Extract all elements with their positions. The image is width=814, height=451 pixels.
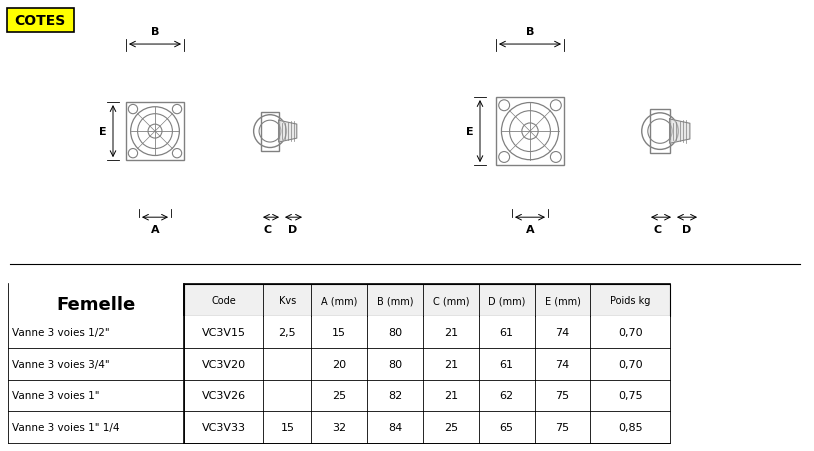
- Text: C (mm): C (mm): [432, 295, 469, 305]
- Text: 74: 74: [555, 359, 570, 369]
- Text: 21: 21: [444, 391, 458, 400]
- Text: E: E: [99, 127, 107, 137]
- Text: B (mm): B (mm): [377, 295, 414, 305]
- Text: VC3V20: VC3V20: [201, 359, 246, 369]
- Text: 32: 32: [332, 422, 346, 432]
- Text: 65: 65: [500, 422, 514, 432]
- Text: Vanne 3 voies 1" 1/4: Vanne 3 voies 1" 1/4: [12, 422, 120, 432]
- Text: 62: 62: [500, 391, 514, 400]
- Text: 61: 61: [500, 327, 514, 337]
- Text: 74: 74: [555, 327, 570, 337]
- Text: COTES: COTES: [15, 14, 66, 28]
- Text: 15: 15: [280, 422, 295, 432]
- Text: Poids kg: Poids kg: [610, 295, 650, 305]
- Text: A: A: [526, 225, 534, 235]
- Text: 20: 20: [332, 359, 346, 369]
- Text: 61: 61: [500, 359, 514, 369]
- Text: 80: 80: [388, 327, 402, 337]
- Text: 25: 25: [444, 422, 458, 432]
- Text: Vanne 3 voies 1/2": Vanne 3 voies 1/2": [12, 327, 110, 337]
- Bar: [8, 411, 670, 443]
- Bar: [8, 380, 670, 411]
- Text: Vanne 3 voies 3/4": Vanne 3 voies 3/4": [12, 359, 110, 369]
- Bar: [8, 348, 670, 380]
- Text: C: C: [264, 225, 272, 235]
- Polygon shape: [278, 121, 297, 143]
- Bar: [184, 284, 670, 317]
- Text: 0,75: 0,75: [618, 391, 643, 400]
- Text: 82: 82: [388, 391, 402, 400]
- Text: Kvs: Kvs: [278, 295, 296, 305]
- Text: E: E: [466, 127, 474, 137]
- Text: 25: 25: [332, 391, 346, 400]
- Text: 84: 84: [388, 422, 402, 432]
- Text: 21: 21: [444, 359, 458, 369]
- Text: B: B: [151, 27, 160, 37]
- FancyBboxPatch shape: [7, 9, 74, 33]
- Text: Vanne 3 voies 1": Vanne 3 voies 1": [12, 391, 99, 400]
- Text: C: C: [654, 225, 662, 235]
- Text: D: D: [682, 225, 692, 235]
- Bar: [496, 98, 564, 166]
- Text: A: A: [151, 225, 160, 235]
- Text: 0,85: 0,85: [618, 422, 643, 432]
- Text: 75: 75: [555, 391, 570, 400]
- Text: 80: 80: [388, 359, 402, 369]
- Text: VC3V33: VC3V33: [202, 422, 246, 432]
- Text: 15: 15: [332, 327, 346, 337]
- Text: Femelle: Femelle: [56, 295, 135, 313]
- Text: D: D: [288, 225, 298, 235]
- Text: A (mm): A (mm): [321, 295, 357, 305]
- Text: 2,5: 2,5: [278, 327, 296, 337]
- Text: D (mm): D (mm): [488, 295, 525, 305]
- Text: 75: 75: [555, 422, 570, 432]
- Text: 0,70: 0,70: [618, 327, 643, 337]
- Text: E (mm): E (mm): [545, 295, 580, 305]
- Bar: [184, 284, 670, 443]
- Bar: [126, 103, 184, 161]
- Text: 0,70: 0,70: [618, 359, 643, 369]
- Text: Code: Code: [211, 295, 236, 305]
- Bar: [650, 110, 670, 153]
- Bar: [261, 112, 278, 151]
- Text: B: B: [526, 27, 534, 37]
- Text: VC3V15: VC3V15: [202, 327, 246, 337]
- Text: VC3V26: VC3V26: [201, 391, 246, 400]
- Bar: [8, 317, 670, 348]
- Text: 21: 21: [444, 327, 458, 337]
- Polygon shape: [670, 120, 690, 144]
